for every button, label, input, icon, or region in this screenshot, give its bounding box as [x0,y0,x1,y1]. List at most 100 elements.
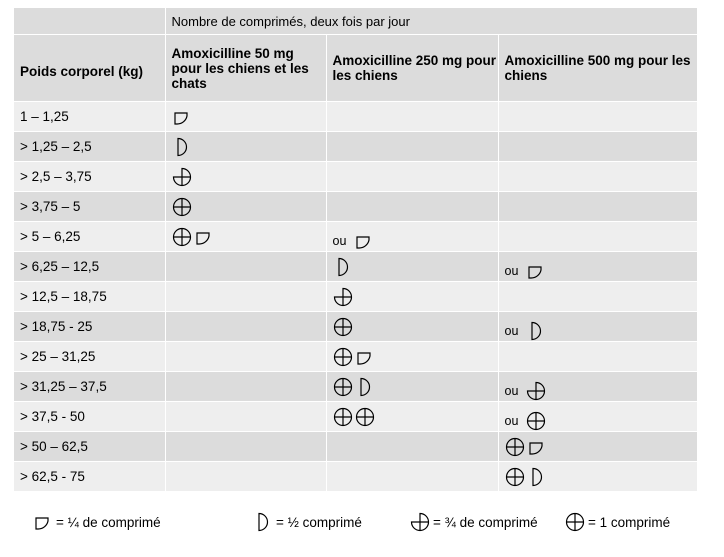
dose-cell-c500 [497,191,698,222]
quarter-tablet-icon [356,235,371,249]
dose-cell-c500: ou [497,371,698,402]
quarter-tablet-icon [356,351,371,365]
dose-cell-c50 [164,461,326,491]
dose-cell-c250 [325,431,498,462]
dose-cell-c50 [164,431,326,462]
half-tablet-icon [359,377,370,396]
full-tablet-icon [333,407,352,426]
full-tablet-icon [355,407,374,426]
dose-cell-c250 [325,251,498,282]
dose-cell-c500 [497,431,698,462]
quarter-tablet-icon [528,265,543,279]
dose-cell-c250 [325,101,498,132]
dose-cell-c500 [497,161,698,192]
full-tablet-icon [172,197,191,216]
weight-cell: > 50 – 62,5 [14,431,165,462]
table-row: 1 – 1,25 [14,101,698,132]
dose-cell-c500 [497,101,698,132]
weight-cell: > 25 – 31,25 [14,341,165,372]
dose-cell-c50 [164,101,326,132]
empty-cell [14,8,165,35]
dose-cell-c250: ou [325,221,498,252]
weight-cell: > 62,5 - 75 [14,461,165,491]
dosage-table: Nombre de comprimés, deux fois par jour … [14,8,698,491]
quarter-tablet-icon [528,441,543,455]
dose-cell-c500 [497,131,698,162]
legend-item-quarter: = ¼ de comprimé [33,512,161,532]
weight-cell: > 6,25 – 12,5 [14,251,165,282]
three-quarter-tablet-icon [410,512,430,532]
dose-cell-c250 [325,311,498,342]
dose-cell-c50 [164,131,326,162]
or-label: ou [504,383,519,398]
weight-cell: > 5 – 6,25 [14,221,165,252]
header-amox-500: Amoxicilline 500 mg pour les chiens [497,34,698,102]
or-label: ou [504,323,519,338]
legend-text: = ¼ de comprimé [56,515,161,530]
dose-cell-c500: ou [497,311,698,342]
dose-cell-c50 [164,281,326,312]
full-tablet-icon [333,317,352,336]
quarter-tablet-icon [195,231,210,245]
weight-cell: > 18,75 - 25 [14,311,165,342]
half-tablet-icon [258,512,269,532]
legend-text: = ½ comprimé [276,515,362,530]
table-row: > 50 – 62,5 [14,431,698,462]
full-tablet-icon [527,411,546,430]
super-header-row: Nombre de comprimés, deux fois par jour [14,8,698,35]
dose-cell-c500 [497,221,698,252]
half-tablet-icon [176,137,187,156]
dose-cell-c50 [164,371,326,402]
dose-cell-c50 [164,311,326,342]
table-row: > 31,25 – 37,5 ou [14,371,698,402]
half-tablet-icon [337,257,348,276]
table-row: > 25 – 31,25 [14,341,698,372]
full-tablet-icon [565,512,585,532]
header-amox-250: Amoxicilline 250 mg pour les chiens [325,34,498,102]
dose-cell-c500: ou [497,251,698,282]
full-tablet-icon [333,377,352,396]
header-weight: Poids corporel (kg) [14,34,165,102]
weight-cell: > 3,75 – 5 [14,191,165,222]
table-row: > 5 – 6,25 ou [14,221,698,252]
dose-cell-c250 [325,161,498,192]
dose-cell-c500: ou [497,401,698,432]
dose-cell-c250 [325,401,498,432]
or-label: ou [504,263,519,278]
legend-item-full: = 1 comprimé [565,512,670,532]
weight-cell: 1 – 1,25 [14,101,165,132]
dose-cell-c50 [164,161,326,192]
table-row: > 37,5 - 50 ou [14,401,698,432]
header-amox-50: Amoxicilline 50 mg pour les chiens et le… [164,34,326,102]
legend-item-half: = ½ comprimé [253,512,362,532]
weight-cell: > 37,5 - 50 [14,401,165,432]
dose-cell-c500 [497,341,698,372]
or-label: ou [504,413,519,428]
table-row: > 3,75 – 5 [14,191,698,222]
half-tablet-icon [531,467,542,486]
dose-cell-c50 [164,221,326,252]
dose-cell-c50 [164,401,326,432]
dose-cell-c250 [325,341,498,372]
weight-cell: > 31,25 – 37,5 [14,371,165,402]
legend-text: = 1 comprimé [588,515,671,530]
dose-cell-c250 [325,191,498,222]
quarter-tablet-icon [35,517,49,530]
full-tablet-icon [505,467,524,486]
weight-cell: > 2,5 – 3,75 [14,161,165,192]
dose-cell-c50 [164,191,326,222]
dose-cell-c50 [164,341,326,372]
dose-cell-c250 [325,281,498,312]
full-tablet-icon [333,347,352,366]
dose-cell-c500 [497,461,698,491]
legend-item-three: = ¾ de comprimé [410,512,538,532]
table-row: > 62,5 - 75 [14,461,698,491]
dose-cell-c50 [164,251,326,282]
weight-cell: > 12,5 – 18,75 [14,281,165,312]
table-row: > 12,5 – 18,75 [14,281,698,312]
header-row: Poids corporel (kg) Amoxicilline 50 mg p… [14,34,698,102]
three-quarter-tablet-icon [172,167,191,186]
dose-cell-c250 [325,461,498,491]
three-quarter-tablet-icon [527,381,546,400]
half-tablet-icon [531,321,542,340]
